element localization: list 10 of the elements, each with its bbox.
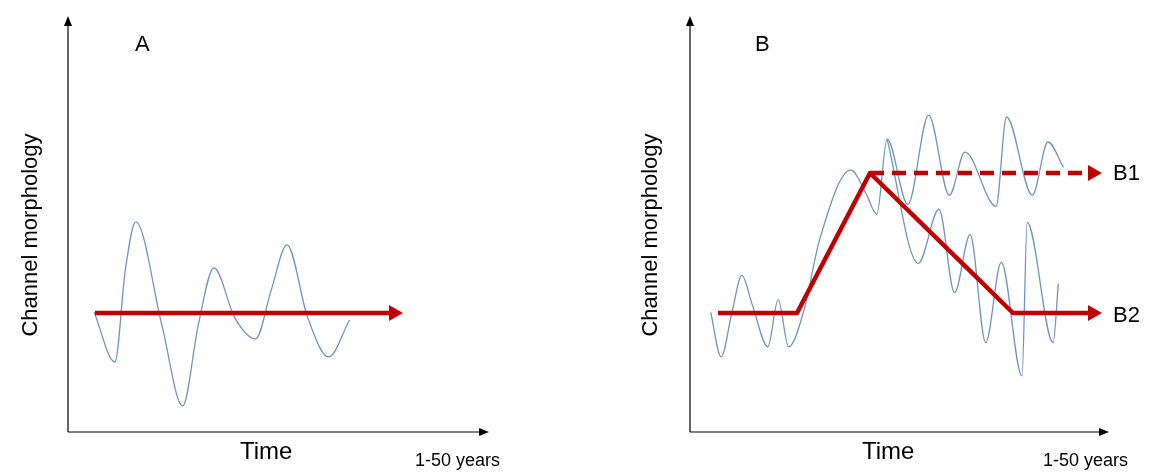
text: B2: [1113, 302, 1140, 327]
y-axis-title: Channel morphology: [17, 133, 43, 337]
text: A: [135, 31, 150, 56]
text: B: [755, 31, 770, 56]
text: B1: [1113, 160, 1140, 185]
text: 1-50 years: [415, 449, 501, 472]
x-axis-title: Time: [240, 437, 293, 465]
y-axis-title: Channel morphology: [637, 133, 663, 337]
text: 1-50 years: [1043, 449, 1129, 472]
x-axis-title: Time: [862, 437, 915, 465]
